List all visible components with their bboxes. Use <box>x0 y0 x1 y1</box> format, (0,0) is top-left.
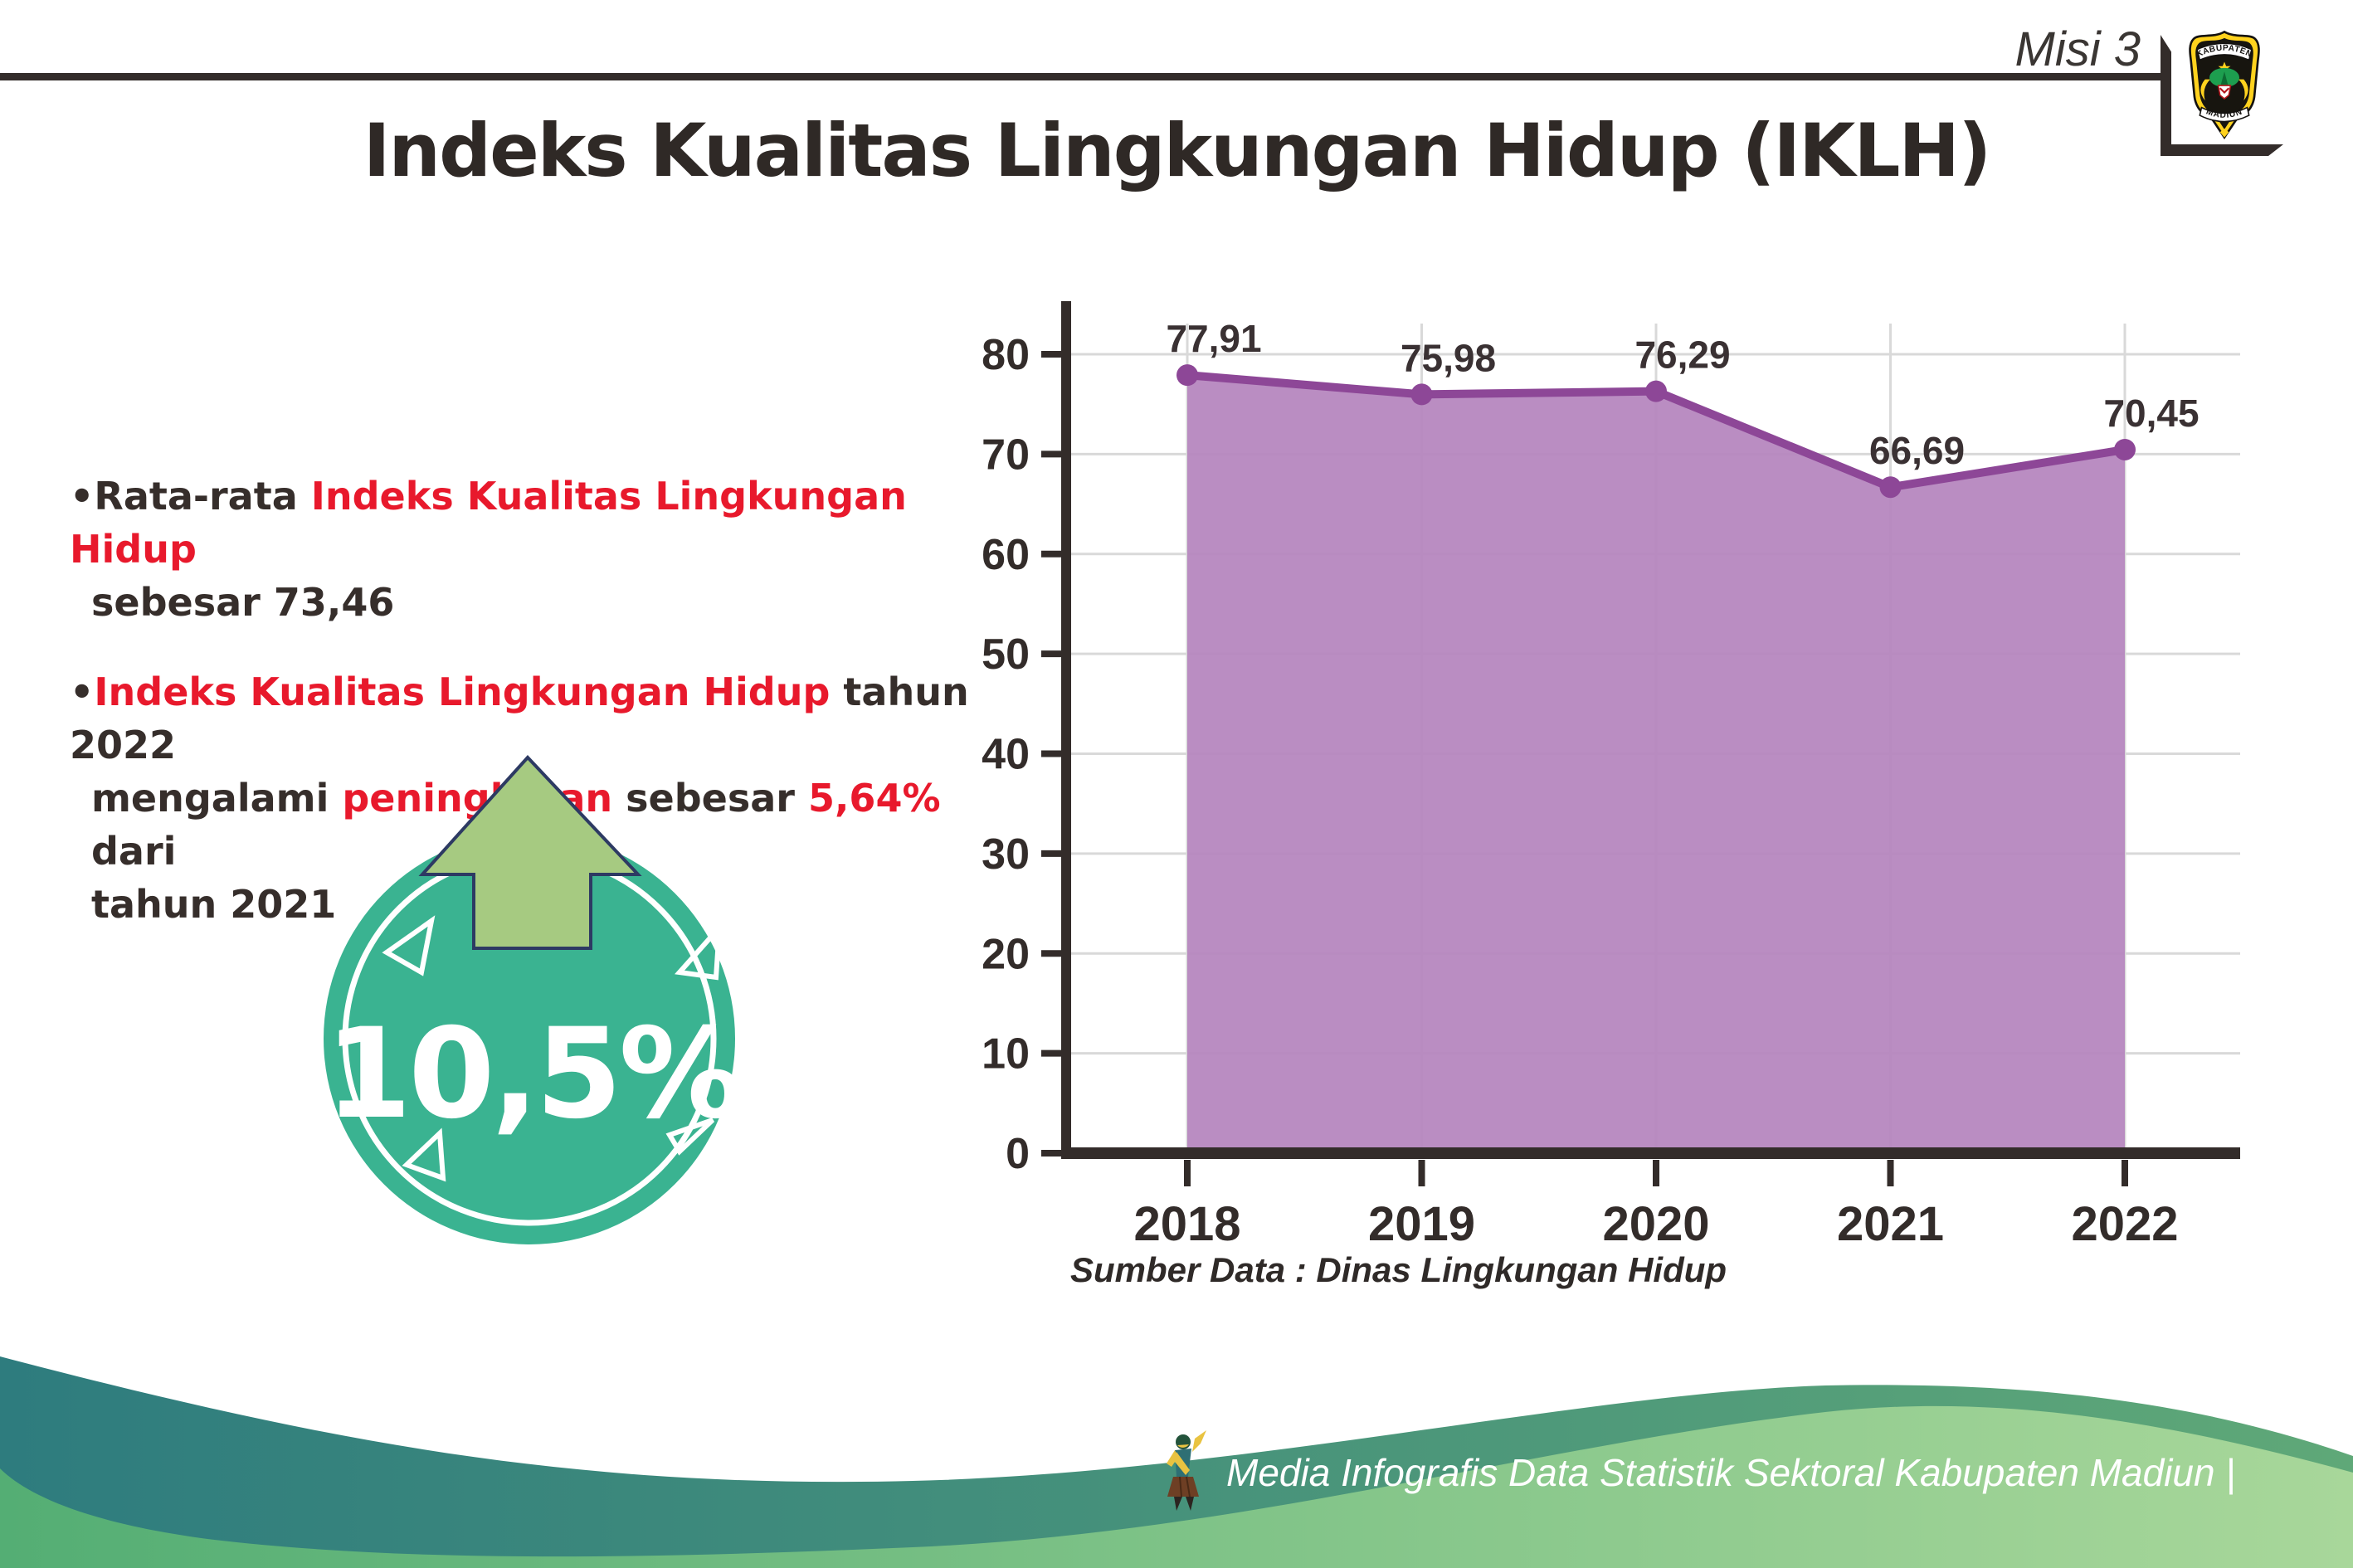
area-series <box>1187 375 2125 1153</box>
bullet-2-text-5: tahun 2021 <box>91 882 337 927</box>
iklh-area-chart: 0 10 20 30 40 50 60 70 80 2018 2019 2020 2021 2022 77… <box>982 301 2240 1289</box>
bullet-2-text-1: tahun 2022 <box>70 670 969 767</box>
bullet-2-highlight-3: 5,64% <box>807 776 941 821</box>
logo-wing-right <box>2238 79 2248 101</box>
series-layer <box>1176 364 2136 1153</box>
bullet-2-text-3: sebesar <box>612 776 808 821</box>
logo-bottom-text: MADIUN <box>2204 107 2243 119</box>
y-tick-label-30: 30 <box>982 830 1030 879</box>
x-tick-label-2019: 2019 <box>1368 1197 1475 1251</box>
mascot-sash <box>1175 1452 1190 1475</box>
y-tick-label-40: 40 <box>982 731 1030 779</box>
x-tick-label-2022: 2022 <box>2071 1197 2178 1251</box>
badge-spark-upper-right <box>675 920 723 981</box>
x-tick-label-2021: 2021 <box>1837 1197 1944 1251</box>
bullet-1-line-2: sebesar 73,46 <box>70 576 1007 629</box>
footer-caption: Media Infografis Data Statistik Sektoral… <box>1226 1451 2236 1494</box>
y-tick-label-80: 80 <box>982 331 1030 379</box>
mission-label: Misi 3 <box>2014 22 2141 76</box>
bullet-2-marker: • <box>70 670 95 714</box>
bullet-2-line-3: tahun 2021 <box>70 878 1007 931</box>
mascot-leg-right <box>1186 1497 1194 1511</box>
chart-source: Sumber Data : Dinas Lingkungan Hidup <box>1070 1250 1727 1289</box>
kabupaten-madiun-logo-icon: KABUPATEN MADIUN <box>2189 30 2260 139</box>
value-label-2021: 66,69 <box>1869 429 1965 472</box>
value-label-2019: 75,98 <box>1401 336 1496 379</box>
bullet-2-highlight-1: Indeks Kualitas Lingkungan Hidup <box>94 670 831 714</box>
page-title: Indeks Kualitas Lingkungan Hidup (IKLH) <box>363 108 1992 193</box>
badge-value: 10,5% <box>325 1002 740 1147</box>
bullet-1-line-1: •Rata-rata Indeks Kualitas Lingkungan Hi… <box>70 470 1007 576</box>
y-tick-label-20: 20 <box>982 930 1030 978</box>
axes-layer <box>1061 301 2240 1159</box>
mascot-skirt-stripes <box>1179 1476 1191 1497</box>
y-tick-label-60: 60 <box>982 531 1030 579</box>
value-label-2018: 77,91 <box>1166 317 1261 360</box>
data-point-2021 <box>1879 476 1902 499</box>
logo-frame-vertical <box>2161 35 2171 156</box>
value-label-2022: 70,45 <box>2103 392 2199 435</box>
logo-wing-left <box>2200 79 2211 101</box>
key-findings: •Rata-rata Indeks Kualitas Lingkungan Hi… <box>70 470 1007 931</box>
mascot-face <box>1177 1444 1189 1448</box>
badge-spark-upper-left <box>382 915 436 976</box>
data-point-2018 <box>1176 364 1198 387</box>
bullet-2-text-2: mengalami <box>91 776 343 821</box>
up-arrow-icon <box>418 755 642 950</box>
growth-badge: 10,5% <box>324 755 743 1244</box>
bullet-2-text-4: dari <box>91 829 177 874</box>
y-tick-label-70: 70 <box>982 431 1030 479</box>
ticks-layer <box>1041 351 2128 1186</box>
badge-spark-lower-right <box>665 1118 715 1156</box>
logo-tassel <box>2219 129 2229 138</box>
y-tick-label-0: 0 <box>1006 1130 1030 1178</box>
footer-waves <box>0 1356 2353 1568</box>
value-label-2020: 76,29 <box>1634 334 1730 377</box>
mascot-icon <box>1167 1430 1206 1511</box>
mascot-arm-left <box>1167 1450 1178 1467</box>
x-tick-label-2020: 2020 <box>1602 1197 1709 1251</box>
bullet-1-highlight: Indeks Kualitas Lingkungan Hidup <box>70 474 907 572</box>
tick-labels-layer: 0 10 20 30 40 50 60 70 80 2018 2019 2020 2021 2022 <box>982 331 2178 1251</box>
data-point-2019 <box>1410 383 1433 406</box>
footer-wave-teal <box>0 1356 2353 1557</box>
bullet-2: •Indeks Kualitas Lingkungan Hidup tahun … <box>70 665 1007 931</box>
badge-spark-lower-left <box>402 1127 446 1182</box>
data-point-2020 <box>1645 380 1667 402</box>
bullet-1-value: sebesar 73,46 <box>91 580 395 625</box>
bullet-2-line-1: •Indeks Kualitas Lingkungan Hidup tahun … <box>70 665 1007 772</box>
mascot-skirt <box>1167 1477 1199 1497</box>
footer-wave-green <box>0 1396 2353 1568</box>
value-labels-layer: 77,91 75,98 76,29 66,69 70,45 <box>1166 317 2199 472</box>
bullet-1: •Rata-rata Indeks Kualitas Lingkungan Hi… <box>70 470 1007 629</box>
x-tick-label-2018: 2018 <box>1133 1197 1240 1251</box>
logo-frame-horizontal <box>2161 144 2283 156</box>
logo-center-chevron <box>2219 87 2230 95</box>
data-point-2022 <box>2114 438 2136 460</box>
mascot-arm-raised <box>1192 1430 1206 1452</box>
y-tick-label-50: 50 <box>982 631 1030 679</box>
bullet-2-line-2: mengalami peningkatan sebesar 5,64% dari <box>70 772 1007 878</box>
bullet-1-text: •Rata-rata <box>70 474 311 519</box>
logo-tree-trunk <box>2220 71 2229 85</box>
mascot-leg-left <box>1174 1497 1182 1511</box>
logo-bottom-banner <box>2199 106 2250 123</box>
y-tick-label-10: 10 <box>982 1030 1030 1079</box>
header-rule <box>0 73 2161 80</box>
logo-top-banner <box>2196 42 2253 61</box>
